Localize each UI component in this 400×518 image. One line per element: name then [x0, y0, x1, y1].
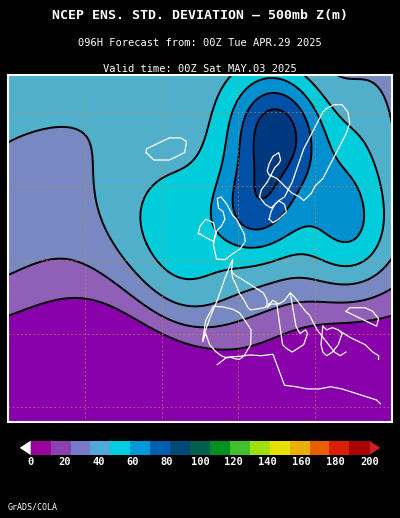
Bar — [210, 441, 230, 455]
Text: 80: 80 — [160, 457, 172, 467]
Text: GrADS/COLA: GrADS/COLA — [8, 503, 58, 512]
Text: 60: 60 — [126, 457, 138, 467]
Bar — [31, 441, 51, 455]
Bar — [310, 441, 330, 455]
Bar — [330, 441, 349, 455]
Bar — [150, 441, 170, 455]
Text: NCEP ENS. STD. DEVIATION – 500mb Z(m): NCEP ENS. STD. DEVIATION – 500mb Z(m) — [52, 9, 348, 22]
Bar — [51, 441, 70, 455]
Bar — [190, 441, 210, 455]
Text: 160: 160 — [292, 457, 311, 467]
Polygon shape — [369, 441, 380, 455]
Text: Valid time: 00Z Sat MAY.03 2025: Valid time: 00Z Sat MAY.03 2025 — [103, 64, 297, 74]
Bar — [250, 441, 270, 455]
Bar — [70, 441, 90, 455]
Text: 096H Forecast from: 00Z Tue APR.29 2025: 096H Forecast from: 00Z Tue APR.29 2025 — [78, 38, 322, 48]
Bar — [230, 441, 250, 455]
Text: 20: 20 — [58, 457, 71, 467]
Bar — [170, 441, 190, 455]
Polygon shape — [20, 441, 31, 455]
Text: 0: 0 — [28, 457, 34, 467]
Bar — [290, 441, 310, 455]
Text: 180: 180 — [326, 457, 345, 467]
Bar — [130, 441, 150, 455]
Bar — [349, 441, 369, 455]
Text: 100: 100 — [191, 457, 209, 467]
Text: 200: 200 — [360, 457, 379, 467]
Bar — [90, 441, 110, 455]
Bar — [270, 441, 290, 455]
Text: 140: 140 — [258, 457, 277, 467]
Text: 40: 40 — [92, 457, 105, 467]
Bar — [110, 441, 130, 455]
Text: 120: 120 — [224, 457, 243, 467]
